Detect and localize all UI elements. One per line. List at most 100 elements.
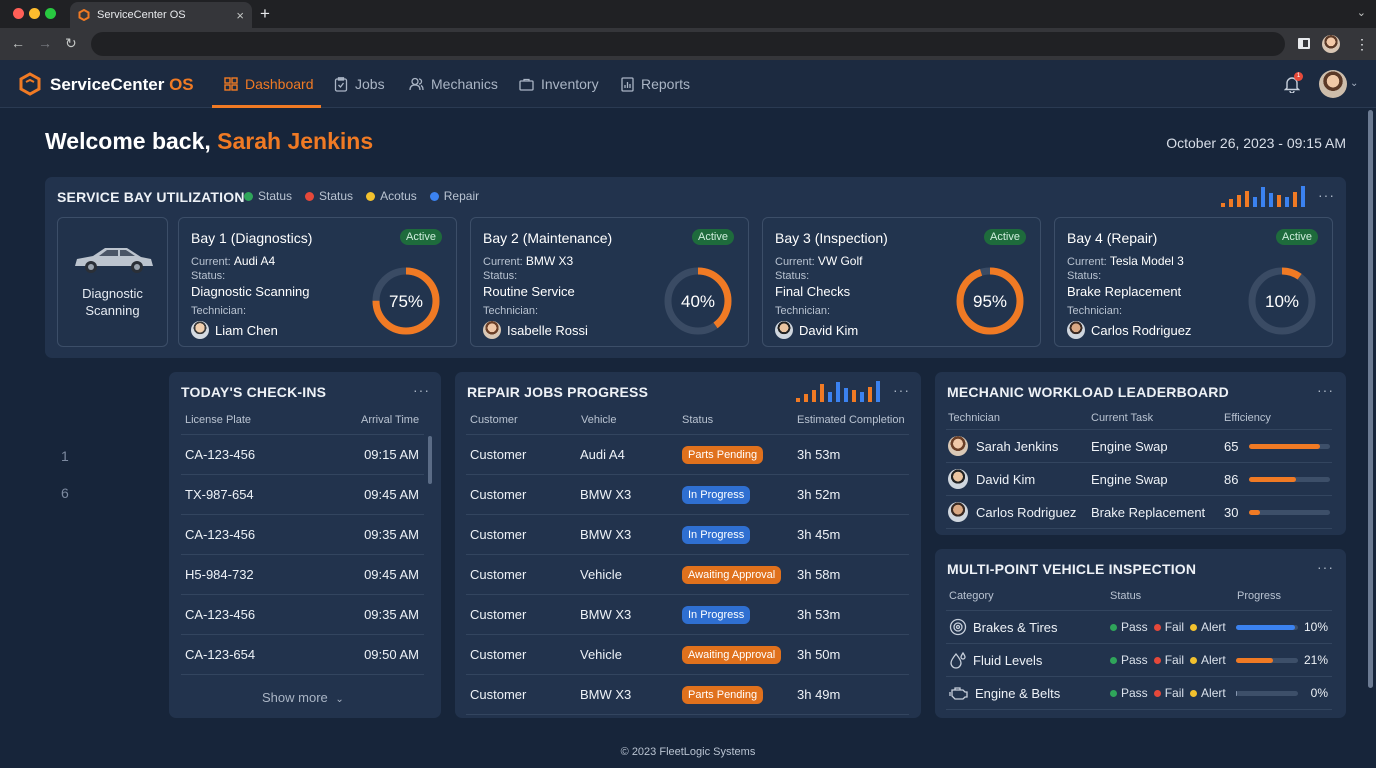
technician-name: Sarah Jenkins bbox=[976, 438, 1059, 454]
table-row[interactable]: CA-123-456 09:35 AM bbox=[181, 595, 424, 635]
arrival-time: 09:45 AM bbox=[364, 567, 419, 582]
inspection-more-button[interactable]: ··· bbox=[1317, 559, 1334, 575]
arrival-time: 09:15 AM bbox=[364, 447, 419, 462]
bay-more-button[interactable]: ··· bbox=[1318, 187, 1335, 203]
table-row[interactable]: Customer BMW X3 In Progress 3h 53m bbox=[466, 595, 909, 635]
vehicle: BMW X3 bbox=[580, 527, 632, 542]
table-row[interactable]: Customer BMW X3 Parts Pending 3h 49m bbox=[466, 675, 909, 715]
bay-card-3[interactable]: Bay 3 (Inspection) Active Current: VW Go… bbox=[762, 217, 1041, 347]
browser-tab-bar: ServiceCenter OS × + ⌄ bbox=[0, 0, 1376, 28]
tab-search-chevron-icon[interactable]: ⌄ bbox=[1356, 7, 1366, 19]
repair-more-button[interactable]: ··· bbox=[893, 382, 910, 398]
bay-status: Routine Service bbox=[483, 284, 575, 299]
current-label: Current: bbox=[483, 256, 523, 268]
forward-arrow-icon[interactable]: → bbox=[38, 35, 52, 51]
utilization-percent: 95% bbox=[973, 292, 1007, 311]
car-card-label: Scanning bbox=[85, 303, 140, 318]
status-badge: Parts Pending bbox=[682, 685, 764, 704]
vehicle: Audi A4 bbox=[580, 447, 625, 462]
browser-profile-avatar[interactable] bbox=[1322, 35, 1340, 53]
nav-inventory[interactable]: Inventory bbox=[519, 76, 599, 92]
status-badge: In Progress bbox=[682, 605, 751, 624]
alert-label: Alert bbox=[1201, 653, 1226, 667]
efficiency-value: 65 bbox=[1224, 438, 1239, 454]
leaderboard-more-button[interactable]: ··· bbox=[1317, 382, 1334, 398]
table-row[interactable]: Customer BMW X3 In Progress 3h 52m bbox=[466, 475, 909, 515]
bay-card-1[interactable]: Bay 1 (Diagnostics) Active Current: Audi… bbox=[178, 217, 457, 347]
inspection-row[interactable]: Brakes & Tires Pass Fail Alert 10% bbox=[946, 611, 1332, 644]
back-arrow-icon[interactable]: ← bbox=[11, 35, 25, 51]
category-name: Brakes & Tires bbox=[973, 619, 1058, 635]
efficiency-value: 86 bbox=[1224, 471, 1239, 487]
table-row[interactable]: Customer Vehicle Awaiting Approval 3h 58… bbox=[466, 555, 909, 595]
inspection-progress-bar bbox=[1236, 625, 1298, 630]
inspection-row[interactable]: Fluid Levels Pass Fail Alert 21% bbox=[946, 644, 1332, 677]
utilization-percent: 75% bbox=[389, 292, 423, 311]
nav-mechanics[interactable]: Mechanics bbox=[409, 76, 498, 92]
user-avatar[interactable] bbox=[1319, 70, 1347, 98]
col-category: Category bbox=[949, 590, 994, 602]
page-title: Welcome back, Sarah Jenkins bbox=[45, 128, 373, 155]
table-row[interactable]: Customer BMW X3 In Progress 3h 45m bbox=[466, 515, 909, 555]
legend-label: Acotus bbox=[380, 189, 417, 203]
checkins-more-button[interactable]: ··· bbox=[413, 382, 430, 398]
technician-name: David Kim bbox=[976, 471, 1036, 487]
show-more-button[interactable]: Show more ⌄ bbox=[262, 690, 344, 705]
chevron-down-icon[interactable]: ⌄ bbox=[1350, 78, 1359, 89]
inspection-row[interactable]: Engine & Belts Pass Fail Alert 0% bbox=[946, 677, 1332, 710]
bay-name: Bay 4 (Repair) bbox=[1067, 230, 1158, 246]
table-row[interactable]: CA-123-654 09:50 AM bbox=[181, 635, 424, 675]
nav-reports[interactable]: Reports bbox=[621, 76, 690, 92]
nav-jobs[interactable]: Jobs bbox=[334, 76, 385, 92]
checkins-scrollbar[interactable] bbox=[428, 436, 432, 484]
maximize-window-button[interactable] bbox=[45, 8, 56, 19]
status-label: Status: bbox=[1067, 270, 1102, 282]
table-row[interactable]: Customer Vehicle Awaiting Approval 3h 50… bbox=[466, 635, 909, 675]
app-brand[interactable]: ServiceCenter OS bbox=[50, 75, 194, 95]
col-customer: Customer bbox=[470, 414, 518, 426]
diagnostic-scanning-card[interactable]: Diagnostic Scanning bbox=[57, 217, 168, 347]
table-row[interactable]: H5-984-732 09:45 AM bbox=[181, 555, 424, 595]
nav-dashboard[interactable]: Dashboard bbox=[224, 76, 314, 92]
minimize-window-button[interactable] bbox=[29, 8, 40, 19]
current-vehicle: BMW X3 bbox=[525, 254, 574, 268]
bay-card-2[interactable]: Bay 2 (Maintenance) Active Current: BMW … bbox=[470, 217, 749, 347]
close-tab-icon[interactable]: × bbox=[236, 7, 244, 23]
technician-name: David Kim bbox=[799, 322, 859, 338]
bay-current: Current: Tesla Model 3 bbox=[1067, 254, 1184, 268]
leaderboard-row[interactable]: Carlos Rodriguez Brake Replacement 30 bbox=[946, 496, 1332, 529]
vehicle: Vehicle bbox=[580, 567, 622, 582]
close-window-button[interactable] bbox=[13, 8, 24, 19]
estimated-completion: 3h 58m bbox=[797, 567, 841, 582]
brand-name: ServiceCenter bbox=[50, 75, 165, 94]
status-badge: Awaiting Approval bbox=[682, 565, 782, 584]
table-row[interactable]: CA-123-456 09:35 AM bbox=[181, 515, 424, 555]
leaderboard-row[interactable]: Sarah Jenkins Engine Swap 65 bbox=[946, 430, 1332, 463]
table-row[interactable]: TX-987-654 09:45 AM bbox=[181, 475, 424, 515]
users-icon bbox=[409, 77, 424, 91]
service-bay-title: SERVICE BAY UTILIZATION bbox=[57, 189, 245, 205]
table-divider bbox=[946, 429, 1332, 430]
category-name: Fluid Levels bbox=[973, 652, 1043, 668]
fail-dot bbox=[1153, 656, 1161, 664]
bay-card-4[interactable]: Bay 4 (Repair) Active Current: Tesla Mod… bbox=[1054, 217, 1333, 347]
customer: Customer bbox=[470, 527, 527, 542]
reload-icon[interactable]: ↻ bbox=[65, 35, 77, 51]
table-row[interactable]: CA-123-456 09:15 AM bbox=[181, 435, 424, 475]
new-tab-button[interactable]: + bbox=[260, 4, 270, 23]
bay-status: Final Checks bbox=[775, 284, 851, 299]
alert-dot bbox=[1190, 656, 1198, 664]
page-scrollbar[interactable] bbox=[1368, 110, 1373, 688]
table-row[interactable]: Customer Audi A4 Parts Pending 3h 53m bbox=[466, 435, 909, 475]
side-panel-icon[interactable] bbox=[1298, 38, 1310, 49]
url-input[interactable] bbox=[91, 32, 1285, 56]
leaderboard-row[interactable]: David Kim Engine Swap 86 bbox=[946, 463, 1332, 496]
avatar bbox=[775, 321, 793, 339]
nav-label: Mechanics bbox=[431, 76, 498, 92]
col-efficiency: Efficiency bbox=[1224, 412, 1271, 424]
avatar bbox=[948, 436, 968, 456]
nav-label: Dashboard bbox=[245, 76, 314, 92]
efficiency-value: 30 bbox=[1224, 504, 1239, 520]
browser-tab[interactable]: ServiceCenter OS × bbox=[70, 2, 252, 28]
browser-menu-icon[interactable]: ⋮ bbox=[1355, 36, 1369, 52]
